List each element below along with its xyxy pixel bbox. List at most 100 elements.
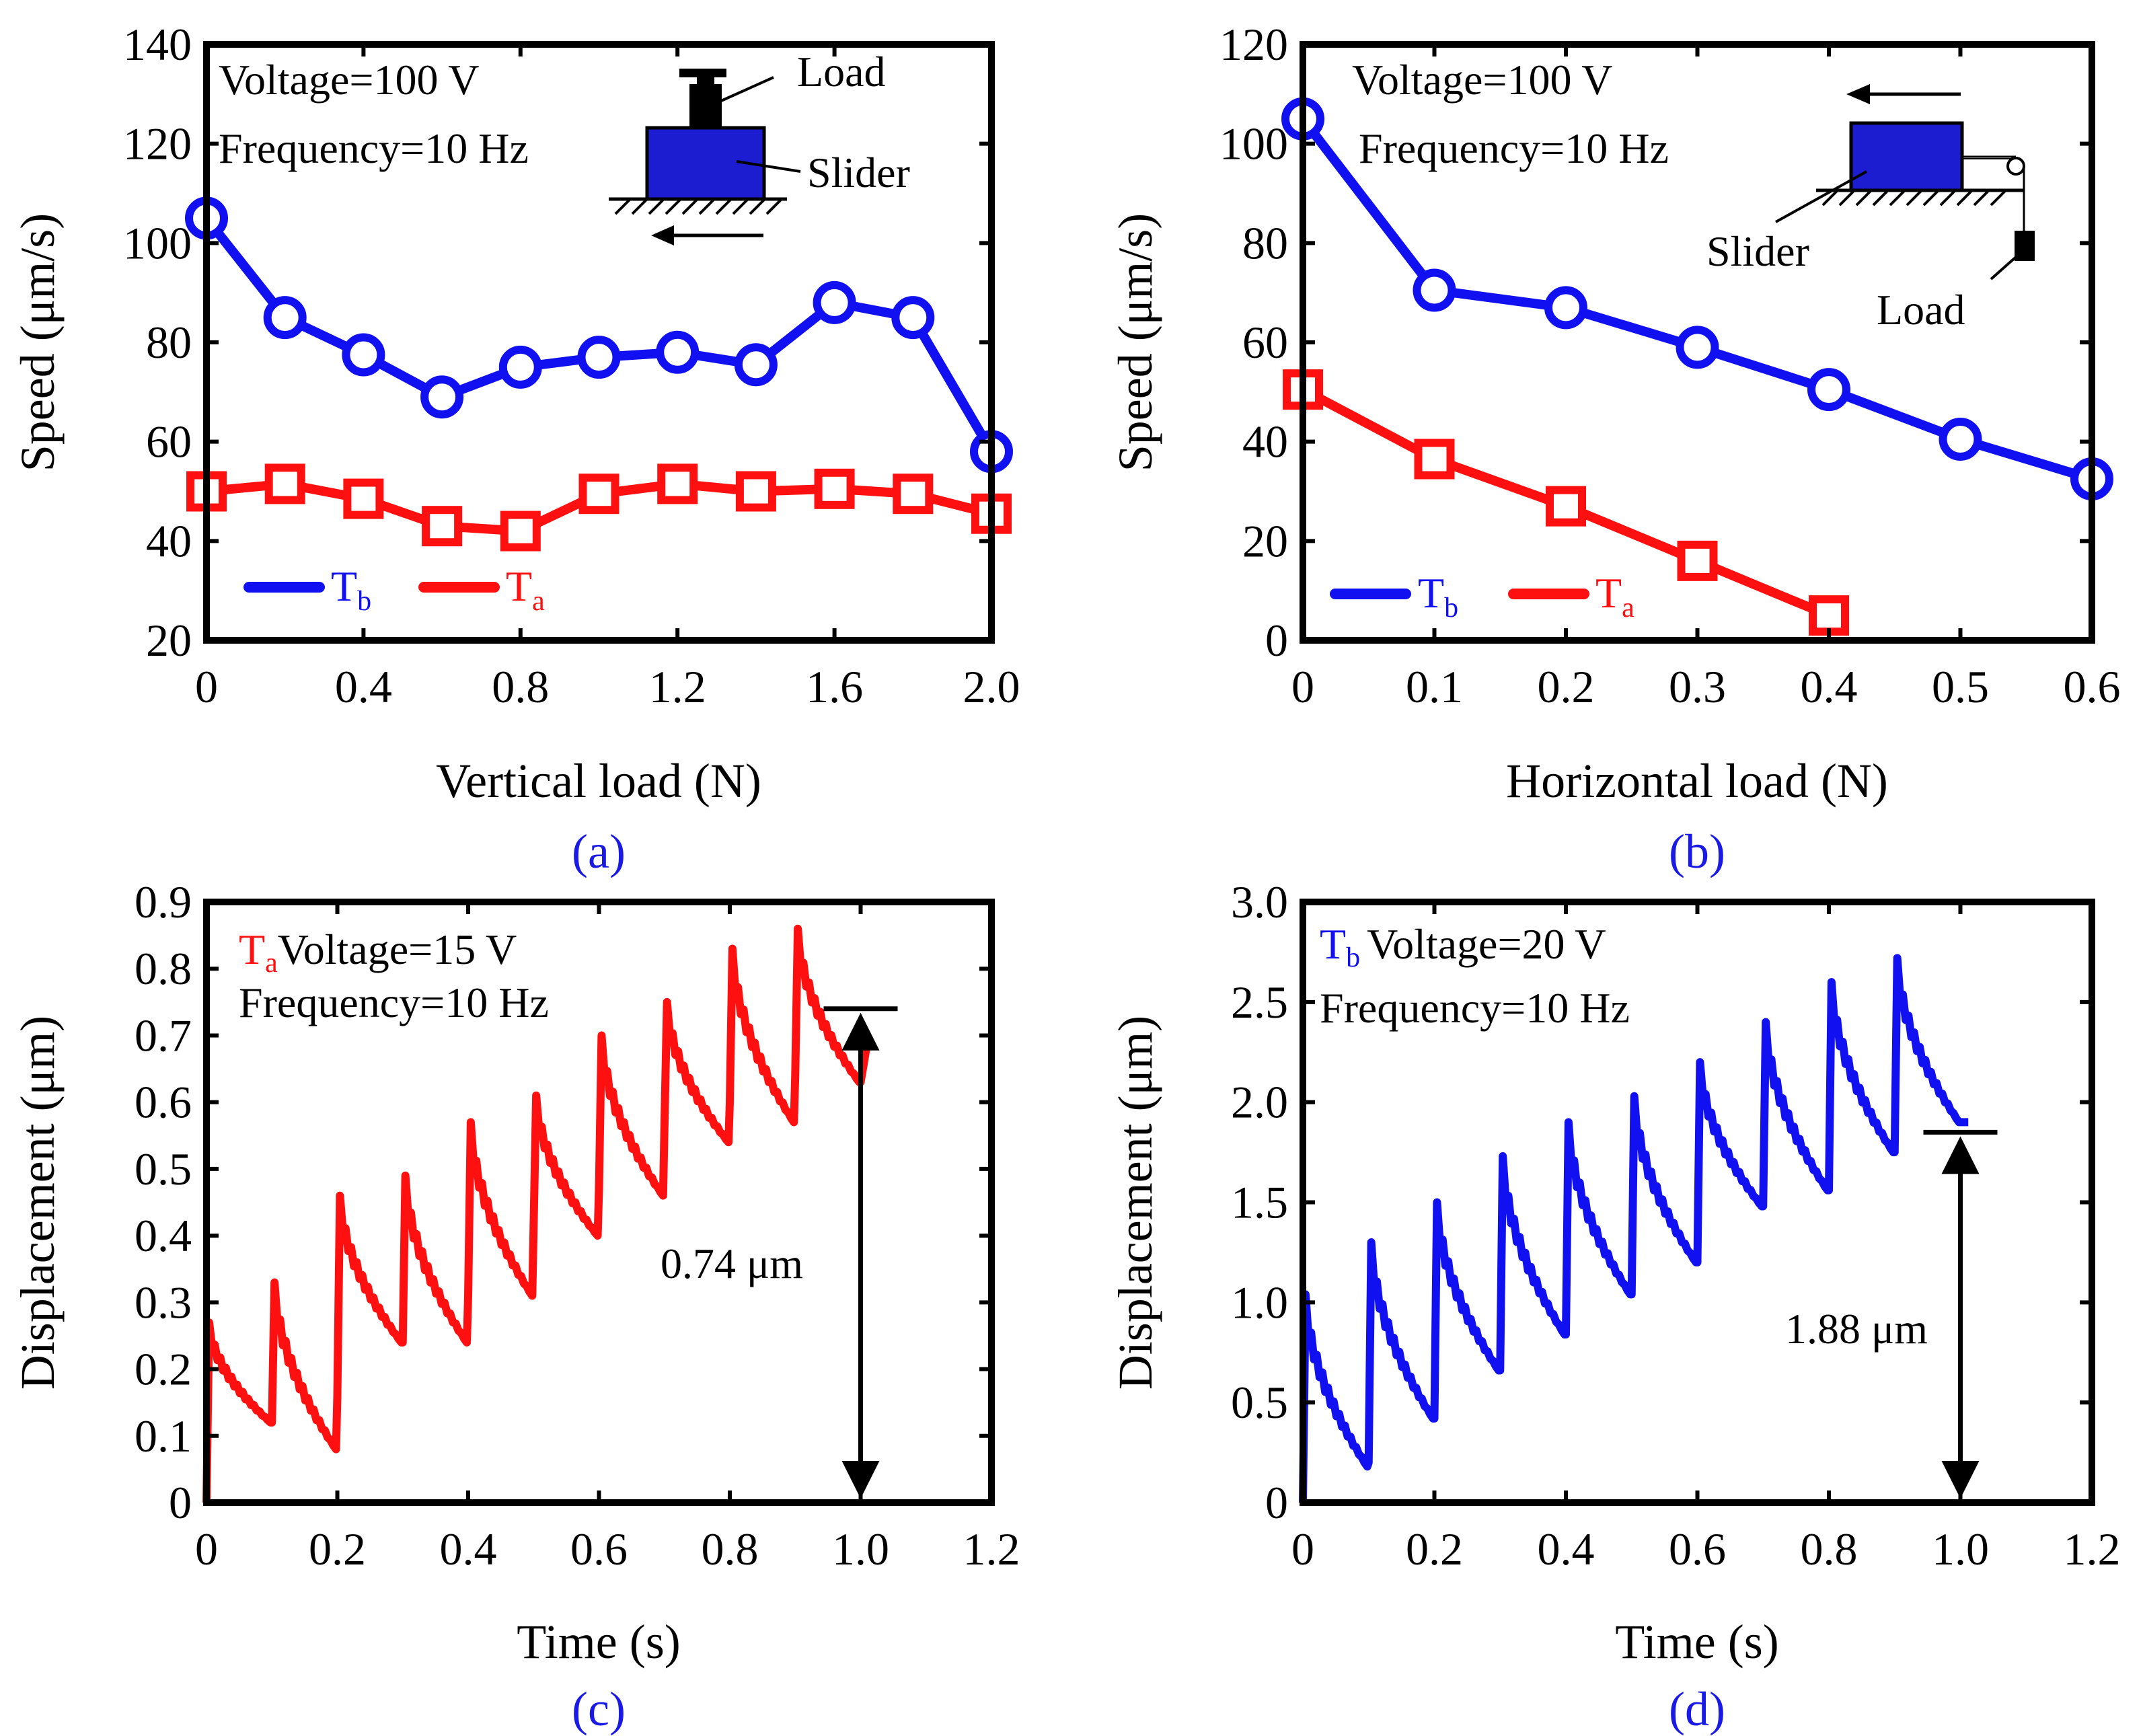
y-axis-label-b: Speed (μm/s) [1108, 213, 1162, 472]
x-tick-label-a: 1.6 [806, 661, 863, 712]
x-axis-label-b: Horizontal load (N) [1506, 754, 1888, 808]
legend-b: Tb Ta [1330, 569, 1634, 624]
x-tick-label-d: 0.4 [1538, 1523, 1595, 1575]
x-tick-label-a: 2.0 [963, 661, 1020, 712]
x-tick-label-b: 0.4 [1801, 661, 1858, 712]
dimension-arrowhead-up-c [841, 1012, 880, 1051]
x-axis-label-a: Vertical load (N) [436, 754, 761, 808]
caption-a: (a) [572, 825, 626, 878]
x-tick-label-d: 1.0 [1932, 1523, 1989, 1575]
ground-hatch-a [614, 198, 783, 215]
plot-area-a [185, 196, 1013, 552]
y-tick-label-c: 0.3 [135, 1277, 192, 1328]
dimension-arrowhead-down-d [1941, 1461, 1980, 1499]
load-weight-neck-a [697, 76, 714, 85]
x-tick-label-a: 0 [195, 661, 218, 712]
y-tick-label-a: 20 [146, 615, 192, 666]
point-tb-b [1413, 268, 1456, 312]
legend-a: Tb Ta [243, 562, 545, 617]
point-ta-a [657, 463, 698, 504]
point-ta-a [735, 471, 776, 512]
y-tick-label-b: 80 [1242, 217, 1288, 268]
y-tick-label-c: 0.2 [135, 1344, 192, 1395]
load-weight-a [689, 84, 722, 128]
ticks-d: 0 0.2 0.4 0.6 0.8 1.0 1.2 0 0.5 1.0 1.5 2.0 2.5 3.0 [1231, 876, 2121, 1575]
y-tick-label-c: 0.9 [135, 876, 192, 928]
plot-area-c [202, 924, 873, 1503]
point-ta-b [1546, 486, 1586, 527]
direction-arrowhead-b [1846, 84, 1870, 104]
series-line-ta-c [202, 924, 873, 1503]
y-tick-label-c: 0.1 [135, 1410, 192, 1462]
dimension-label-d: 1.88 μm [1785, 1305, 1928, 1353]
y-tick-label-b: 120 [1219, 19, 1288, 70]
x-tick-label-b: 0.6 [2064, 661, 2121, 712]
point-ta-a [500, 511, 541, 552]
caption-b: (b) [1669, 825, 1725, 878]
legend-label-ta-a: Ta [506, 562, 545, 617]
ground-hatch-b [1821, 189, 2007, 206]
series-line-tb-a [202, 215, 996, 454]
y-tick-label-b: 100 [1219, 118, 1288, 169]
point-tb-a [813, 280, 856, 324]
x-tick-label-b: 0.2 [1538, 661, 1595, 712]
caption-d: (d) [1669, 1682, 1725, 1736]
load-weight-cap-a [679, 69, 726, 77]
point-ta-a [814, 468, 855, 509]
load-leader-line-a [720, 76, 774, 102]
x-axis-label-c: Time (s) [517, 1615, 680, 1669]
ticks-a: 0 0.4 0.8 1.2 1.6 2.0 20 40 60 80 100 120 140 [123, 19, 1020, 712]
plot-area-d [1299, 954, 1969, 1503]
legend-label-ta-b: Ta [1595, 569, 1634, 624]
point-ta-a [264, 463, 305, 504]
x-tick-label-d: 0.6 [1669, 1523, 1726, 1575]
load-leader-line-b [1990, 251, 2023, 280]
x-tick-label-c: 1.2 [963, 1523, 1020, 1575]
pulley-icon [2006, 157, 2025, 176]
y-tick-label-b: 20 [1242, 515, 1288, 566]
dimension-arrowhead-down-c [841, 1461, 880, 1499]
y-tick-label-d: 2.0 [1231, 1077, 1288, 1128]
point-ta-a [578, 474, 619, 515]
annotation-voltage-c: TaVoltage=15 V [239, 926, 517, 979]
inset-slider-label-b: Slider [1706, 227, 1809, 275]
point-tb-b [1939, 417, 1982, 461]
x-tick-label-c: 0.8 [702, 1523, 759, 1575]
x-tick-label-d: 0.8 [1801, 1523, 1858, 1575]
y-tick-label-c: 0 [169, 1477, 192, 1528]
ticks-c: 0 0.2 0.4 0.6 0.8 1.0 1.2 0 0.1 0.2 0.3 0.4 0.5 0.6 0.… [135, 876, 1020, 1575]
point-tb-a [498, 345, 542, 389]
dimension-marker-c [823, 1006, 898, 1499]
slider-block-b [1849, 121, 1964, 192]
x-tick-label-c: 0 [195, 1523, 218, 1575]
point-tb-a [420, 375, 464, 419]
point-ta-a [422, 506, 463, 547]
x-tick-label-b: 0.3 [1669, 661, 1726, 712]
panel-c: 0 0.2 0.4 0.6 0.8 1.0 1.2 0 0.1 0.2 0.3 0.4 0.5 0.6 0.… [11, 876, 1020, 1736]
point-tb-b [1807, 368, 1850, 412]
annotation-voltage-b: Voltage=100 V [1352, 56, 1613, 104]
x-tick-label-a: 0.8 [492, 661, 549, 712]
ticks-b: 0 0.1 0.2 0.3 0.4 0.5 0.6 0 20 40 60 80 100 120 [1219, 19, 2121, 712]
plot-area-b [1281, 97, 2113, 636]
y-tick-label-a: 40 [146, 515, 192, 566]
x-tick-label-d: 0.2 [1406, 1523, 1463, 1575]
x-tick-label-c: 0.4 [440, 1523, 497, 1575]
x-tick-label-d: 0 [1291, 1523, 1314, 1575]
legend-label-tb-a: Tb [331, 562, 371, 617]
point-ta-a [343, 478, 384, 519]
x-tick-label-a: 1.2 [649, 661, 706, 712]
point-tb-b [1544, 286, 1587, 330]
annotation-frequency-a: Frequency=10 Hz [219, 124, 529, 172]
y-tick-label-a: 100 [123, 217, 192, 268]
y-tick-label-c: 0.4 [135, 1210, 192, 1261]
x-axis-label-d: Time (s) [1615, 1615, 1778, 1669]
caption-c: (c) [572, 1682, 626, 1736]
point-tb-a [891, 296, 935, 340]
point-tb-a [577, 336, 621, 379]
inset-horizontal-load-diagram: Slider Load [1706, 84, 2035, 334]
point-ta-b [1677, 540, 1718, 581]
y-tick-label-d: 2.5 [1231, 977, 1288, 1028]
point-tb-a [342, 333, 385, 377]
